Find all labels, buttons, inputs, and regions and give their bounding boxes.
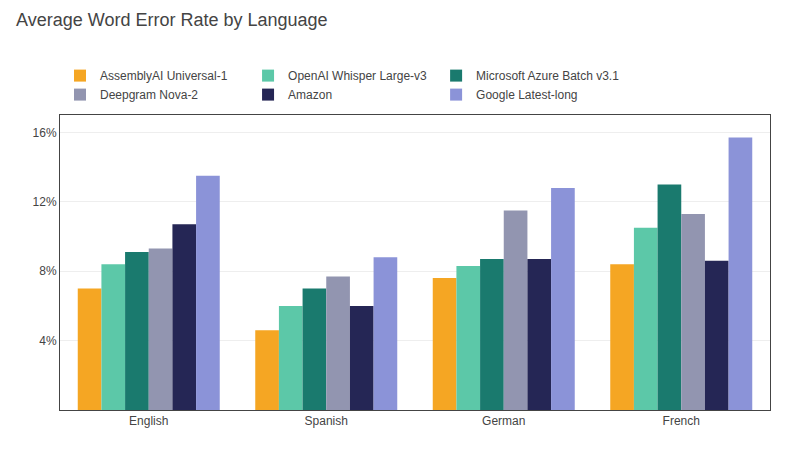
svg-text:German: German bbox=[482, 414, 525, 428]
svg-text:French: French bbox=[663, 414, 700, 428]
svg-text:Google Latest-long: Google Latest-long bbox=[476, 88, 577, 102]
svg-text:4%: 4% bbox=[39, 334, 57, 348]
svg-text:Average Word Error Rate by Lan: Average Word Error Rate by Language bbox=[16, 10, 328, 30]
svg-text:16%: 16% bbox=[33, 126, 57, 140]
svg-text:Microsoft Azure Batch v3.1: Microsoft Azure Batch v3.1 bbox=[476, 69, 619, 83]
svg-text:Spanish: Spanish bbox=[305, 414, 348, 428]
svg-text:Deepgram Nova-2: Deepgram Nova-2 bbox=[100, 88, 198, 102]
svg-text:Amazon: Amazon bbox=[288, 88, 332, 102]
svg-text:OpenAI Whisper Large-v3: OpenAI Whisper Large-v3 bbox=[288, 69, 427, 83]
svg-text:English: English bbox=[129, 414, 168, 428]
svg-text:AssemblyAI Universal-1: AssemblyAI Universal-1 bbox=[100, 69, 228, 83]
svg-text:12%: 12% bbox=[33, 195, 57, 209]
svg-text:8%: 8% bbox=[39, 264, 57, 278]
